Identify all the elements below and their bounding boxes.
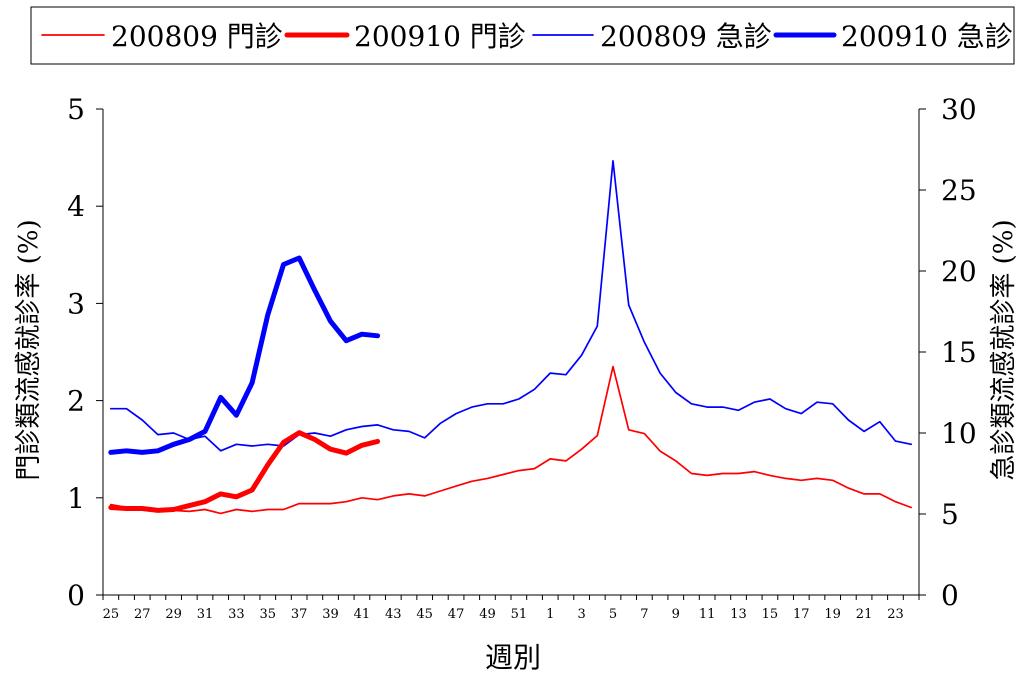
x-tick-label: 19 xyxy=(824,607,841,622)
x-tick-label: 1 xyxy=(546,607,554,622)
series-line-1 xyxy=(109,365,913,515)
left-y-tick-label: 4 xyxy=(67,190,85,223)
legend-label: 200910 急診 xyxy=(841,20,1013,53)
legend: 200809 門診 200910 門診 200809 急診 200910 急診 xyxy=(30,6,1015,65)
right-y-tick-label: 10 xyxy=(941,417,977,450)
legend-box xyxy=(30,6,1015,65)
x-tick-label: 25 xyxy=(103,607,120,622)
x-tick-label: 33 xyxy=(228,607,245,622)
x-tick-label: 13 xyxy=(730,607,747,622)
x-tick-label: 7 xyxy=(640,607,648,622)
left-y-tick-label: 1 xyxy=(67,482,85,515)
x-tick-label: 47 xyxy=(448,607,465,622)
x-tick-label: 39 xyxy=(322,607,339,622)
series-line-2 xyxy=(108,430,381,513)
x-tick-label: 37 xyxy=(291,607,308,622)
series-line-4 xyxy=(108,255,381,455)
left-y-axis-title: 門診類流感就診率 (%) xyxy=(14,219,44,480)
right-y-tick-label: 5 xyxy=(941,498,959,531)
x-tick-label: 51 xyxy=(511,607,528,622)
right-y-tick-label: 20 xyxy=(941,255,977,288)
x-tick-label: 49 xyxy=(479,607,496,622)
left-y-tick-label: 3 xyxy=(67,287,85,320)
x-tick-label: 31 xyxy=(197,607,214,622)
x-tick-label: 27 xyxy=(134,607,151,622)
x-tick-label: 5 xyxy=(609,607,617,622)
right-y-axis-title: 急診類流感就診率 (%) xyxy=(989,219,1019,480)
legend-label: 200809 急診 xyxy=(600,20,772,53)
x-tick-label: 23 xyxy=(887,607,904,622)
legend-label: 200910 門診 xyxy=(354,20,526,53)
right-y-tick-label: 0 xyxy=(941,579,959,612)
x-tick-label: 15 xyxy=(762,607,779,622)
legend-label: 200809 門診 xyxy=(111,20,283,53)
x-tick-label: 45 xyxy=(416,607,433,622)
x-tick-label: 9 xyxy=(672,607,680,622)
right-y-tick-label: 30 xyxy=(941,93,977,126)
x-tick-label: 17 xyxy=(793,607,810,622)
x-tick-label: 21 xyxy=(856,607,873,622)
x-tick-label: 3 xyxy=(577,607,585,622)
x-tick-label: 43 xyxy=(385,607,402,622)
right-y-tick-label: 15 xyxy=(941,336,977,369)
right-y-tick-label: 25 xyxy=(941,174,977,207)
x-axis-title: 週別 xyxy=(485,641,541,674)
x-tick-label: 11 xyxy=(699,607,716,622)
series-layer xyxy=(108,159,913,515)
x-tick-label: 41 xyxy=(354,607,371,622)
series-line-3 xyxy=(109,159,913,452)
x-tick-label: 29 xyxy=(165,607,182,622)
x-tick-label: 35 xyxy=(259,607,276,622)
left-y-tick-label: 0 xyxy=(67,579,85,612)
left-y-tick-label: 5 xyxy=(67,93,85,126)
left-y-tick-label: 2 xyxy=(67,385,85,418)
